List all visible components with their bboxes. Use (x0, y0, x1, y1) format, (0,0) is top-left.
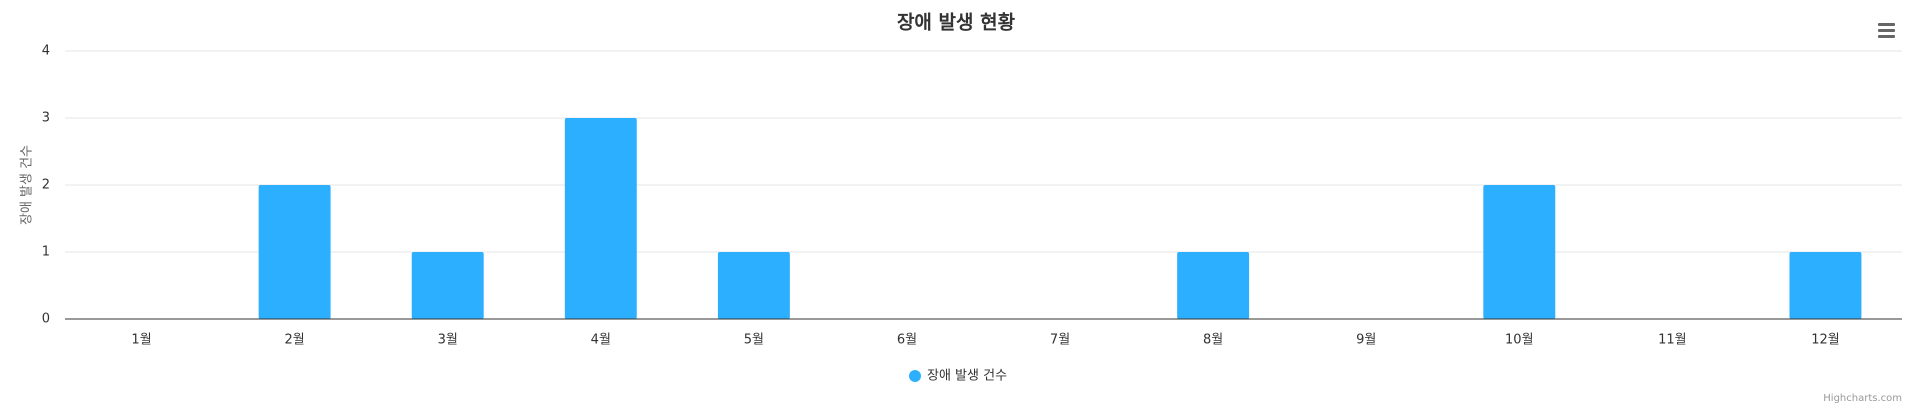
bar (1789, 252, 1862, 319)
menu-bar (1878, 23, 1895, 26)
bar (717, 252, 790, 319)
bar (564, 118, 637, 319)
y-tick-label: 2 (42, 178, 50, 193)
menu-button[interactable] (1878, 23, 1895, 38)
x-tick-label: 6월 (897, 333, 917, 348)
y-tick-label: 1 (42, 245, 50, 260)
x-tick-label: 10월 (1505, 333, 1534, 348)
menu-bar (1878, 29, 1895, 32)
x-tick-label: 5월 (744, 333, 764, 348)
x-tick-label: 12월 (1811, 333, 1840, 348)
x-tick-label: 1월 (131, 333, 151, 348)
x-tick-label: 8월 (1203, 333, 1223, 348)
menu-bar (1878, 35, 1895, 38)
y-axis-title: 장애 발생 건수 (20, 145, 35, 225)
bar (1177, 252, 1250, 319)
x-tick-label: 9월 (1356, 333, 1376, 348)
y-tick-label: 3 (42, 111, 50, 126)
bar (411, 252, 484, 319)
x-tick-label: 7월 (1050, 333, 1070, 348)
credits[interactable]: Highcharts.com (1823, 393, 1902, 404)
bar (258, 185, 331, 319)
bar (1483, 185, 1556, 319)
y-tick-label: 0 (42, 312, 50, 327)
x-tick-label: 4월 (591, 333, 611, 348)
x-tick-label: 11월 (1658, 333, 1687, 348)
chart-title: 장애 발생 현황 (897, 11, 1016, 34)
legend-marker (909, 370, 921, 382)
legend-label[interactable]: 장애 발생 건수 (927, 369, 1007, 384)
x-tick-label: 3월 (438, 333, 458, 348)
y-tick-label: 4 (42, 44, 50, 59)
x-tick-label: 2월 (285, 333, 305, 348)
